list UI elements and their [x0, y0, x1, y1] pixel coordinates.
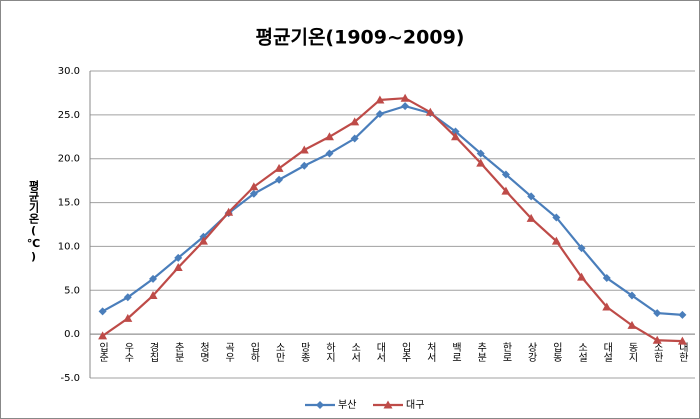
x-tick-label: 대설: [601, 342, 613, 362]
point: [98, 307, 107, 316]
point: [551, 236, 561, 245]
x-tick-label: 망종: [298, 342, 310, 362]
point: [375, 95, 385, 104]
point: [149, 274, 158, 283]
legend-marker: [383, 400, 393, 409]
x-tick-label: 청명: [197, 342, 209, 362]
point: [678, 310, 687, 319]
point: [299, 145, 309, 154]
y-tick-label: 15.0: [58, 198, 80, 209]
point: [148, 291, 158, 300]
x-tick-label: 곡우: [223, 342, 235, 363]
x-tick-label: 상강: [525, 342, 537, 362]
x-tick-label: 입동: [550, 341, 562, 362]
x-tick-label: 소서: [349, 342, 361, 363]
legend-label: 대구: [406, 399, 424, 411]
point: [627, 320, 637, 329]
y-tick-label: 5.0: [64, 285, 80, 296]
point: [249, 182, 259, 191]
point: [350, 117, 360, 126]
x-tick-label: 대한: [676, 342, 688, 362]
point: [173, 262, 183, 271]
x-tick-label: 소설: [576, 342, 588, 362]
x-tick-label: 입추: [399, 341, 411, 363]
point: [98, 331, 108, 340]
x-tick-label: 소한: [651, 342, 663, 362]
point: [526, 213, 536, 222]
chart-title: 평균기온(1909~2009): [256, 27, 465, 49]
point: [577, 272, 587, 281]
point: [224, 207, 234, 216]
point: [552, 213, 561, 222]
x-tick-label: 입춘: [97, 341, 109, 362]
point: [627, 291, 636, 300]
y-tick-label: 25.0: [58, 110, 80, 121]
point: [249, 189, 258, 198]
point: [602, 274, 611, 283]
point: [476, 158, 486, 167]
x-tick-label: 소만: [273, 342, 285, 362]
point: [501, 170, 510, 179]
point: [324, 132, 334, 141]
x-tick-label: 동지: [626, 342, 638, 363]
point: [476, 149, 485, 158]
point: [652, 335, 662, 344]
x-tick-label: 춘분: [172, 342, 184, 362]
x-tick-label: 대서: [374, 342, 386, 363]
y-tick-label: -5.0: [60, 373, 80, 384]
point: [198, 236, 208, 245]
point: [425, 107, 435, 116]
y-tick-label: 0.0: [64, 329, 80, 340]
point: [677, 336, 687, 345]
x-tick-label: 추분: [475, 342, 487, 362]
point: [451, 132, 461, 141]
point: [275, 175, 284, 184]
x-tick-label: 우수: [122, 342, 134, 363]
point: [350, 134, 359, 143]
point: [123, 313, 133, 322]
point: [123, 293, 132, 302]
point: [325, 149, 334, 158]
point: [501, 186, 511, 195]
x-tick-label: 처서: [424, 342, 436, 363]
y-tick-label: 20.0: [58, 154, 80, 165]
point: [375, 109, 384, 118]
y-tick-label: 30.0: [58, 66, 80, 77]
point: [577, 244, 586, 253]
series-line: [102, 104, 683, 316]
point: [300, 161, 309, 170]
point: [653, 309, 662, 318]
series-line: [101, 97, 683, 343]
point: [602, 302, 612, 311]
x-tick-label: 백로: [450, 342, 462, 362]
point: [274, 163, 284, 172]
point: [527, 192, 536, 201]
x-tick-label: 하지: [323, 341, 335, 363]
point: [401, 102, 410, 111]
x-tick-label: 입하: [248, 341, 260, 363]
x-tick-label: 경칩: [147, 341, 159, 362]
point: [174, 253, 183, 262]
legend-marker: [316, 401, 324, 409]
y-axis-label: 평균기온(℃): [27, 179, 40, 263]
point: [400, 93, 410, 102]
x-tick-label: 한로: [500, 342, 512, 362]
y-tick-label: 10.0: [58, 241, 80, 252]
legend-label: 부산: [338, 399, 356, 411]
